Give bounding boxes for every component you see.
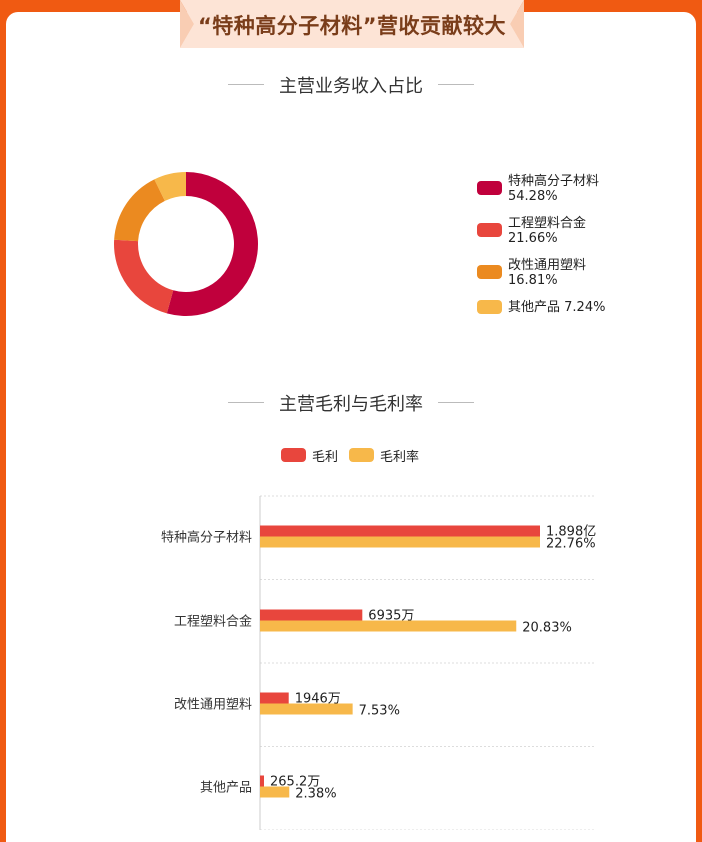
legend-percent: 7.24% [564,300,606,315]
donut-chart [114,172,258,316]
bar-label-gross-profit: 1946万 [295,692,341,707]
donut-slice [154,172,186,201]
legend-percent: 21.66% [508,231,558,246]
header-line-right [438,84,474,85]
donut-slice [166,172,258,316]
bar-gross-margin [260,703,353,715]
bar-label-gross-margin: 20.83% [522,621,572,636]
bar-gross-margin [260,536,540,548]
bar-section-title: 主营毛利与毛利率 [279,394,423,415]
legend-label: 改性通用塑料 16.81% [508,258,586,288]
donut-slice [114,179,165,242]
banner-title: “特种高分子材料”营收贡献较大 [197,14,507,38]
bar-gross-margin [260,620,517,632]
bar-label-gross-profit: 265.2万 [270,775,320,790]
category-label: 改性通用塑料 [174,698,252,713]
bar-label-gross-margin: 7.53% [359,704,400,719]
bar-section-header: 主营毛利与毛利率 [0,390,702,416]
legend-name: 特种高分子材料 [508,174,600,189]
banner-ribbon-shape [180,0,524,48]
bar-label-gross-margin: 2.38% [295,787,336,802]
category-label: 工程塑料合金 [174,614,252,630]
bar-label-gross-margin: 22.76% [546,537,596,552]
legend-name: 改性通用塑料 [508,258,587,273]
pie-section-header: 主营业务收入占比 [0,72,702,98]
legend-label-gross-profit: 毛利 [312,450,339,465]
bar-gross-margin [260,786,290,798]
title-banner: “特种高分子材料”营收贡献较大 [180,0,524,48]
legend-swatch [477,223,502,237]
header-line-right [438,402,474,403]
category-label: 其他产品 [200,781,252,796]
bar-label-gross-profit: 6935万 [368,609,414,624]
pie-section-title: 主营业务收入占比 [279,76,423,97]
bar-legend: 毛利 毛利率 [0,446,702,465]
bar-gross-profit [260,775,264,787]
bar-gross-profit [260,692,289,704]
legend-label: 工程塑料合金 21.66% [508,216,586,246]
bar-label-gross-profit: 1.898亿 [546,525,596,540]
legend-swatch [477,265,502,279]
bar-gross-profit [260,609,363,621]
legend-swatch-margin [349,448,374,462]
legend-swatch [477,181,502,195]
legend-percent: 16.81% [508,273,558,288]
legend-swatch [477,300,502,314]
legend-label: 其他产品 7.24% [508,300,605,315]
legend-name: 其他产品 [508,300,561,315]
bar-gross-profit [260,525,540,537]
legend-name: 工程塑料合金 [508,216,587,231]
category-label: 特种高分子材料 [161,530,252,546]
donut-slice [114,239,174,314]
header-line-left [228,84,264,85]
header-line-left [228,402,264,403]
legend-label-margin: 毛利率 [380,450,420,465]
legend-swatch-gross-profit [281,448,306,462]
legend-percent: 54.28% [508,189,558,204]
legend-label: 特种高分子材料 54.28% [508,174,599,204]
